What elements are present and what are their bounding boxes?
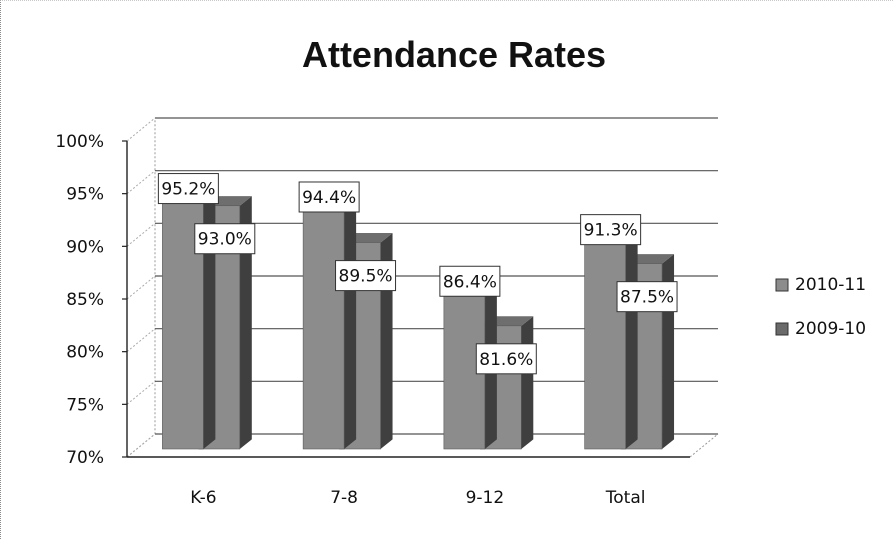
data-label-2010-11-7-8: 94.4% (298, 181, 360, 213)
gridline-diagonal (126, 275, 156, 300)
data-label-box (194, 223, 256, 255)
legend-swatch (775, 278, 789, 292)
data-label: 91.3% (584, 221, 638, 241)
data-label: 87.5% (620, 288, 674, 308)
data-label: 81.6% (479, 350, 533, 370)
bar-side (521, 316, 534, 449)
bar-side (203, 181, 216, 449)
legend-label: 2010-11 (795, 275, 866, 295)
bar-side (239, 196, 252, 449)
bar-side (625, 223, 638, 449)
legend-label: 2009-10 (795, 319, 866, 339)
legend-item-2010-11: 2010-11 (775, 275, 866, 295)
data-label-box (616, 281, 678, 313)
chart-title: Attendance Rates (302, 34, 606, 75)
data-label-box (335, 260, 397, 292)
y-tick-label: 90% (66, 237, 104, 257)
gridline-diagonal (126, 222, 156, 247)
gridline-diagonal (126, 328, 156, 353)
data-label-2009-10-7-8: 89.5% (335, 260, 397, 292)
data-label: 86.4% (443, 272, 497, 292)
x-tick-label: 9-12 (466, 488, 505, 508)
data-label: 95.2% (161, 180, 215, 200)
y-tick-label: 70% (66, 448, 104, 468)
y-tick-label: 75% (66, 395, 104, 415)
back-wall-left-edge (126, 118, 156, 458)
data-label-box (157, 173, 219, 205)
data-label: 93.0% (198, 230, 252, 250)
data-label-2010-11-Total: 91.3% (580, 214, 642, 246)
data-label: 89.5% (339, 267, 393, 287)
data-label-2009-10-Total: 87.5% (616, 281, 678, 313)
bar-front (584, 232, 626, 450)
y-tick-label: 100% (55, 132, 104, 152)
x-tick-label: 7-8 (330, 488, 358, 508)
data-label-2010-11-K-6: 95.2% (157, 173, 219, 205)
data-labels: 93.0% 95.2% 89.5% 94.4% 81.6% 86.4% 87.5% 91.3% (157, 173, 678, 375)
data-label-box (298, 181, 360, 213)
bar-2010-11-K-6 (162, 181, 216, 450)
gridline-diagonal (126, 433, 156, 458)
bar-side (344, 190, 357, 450)
x-tick-label: K-6 (190, 488, 216, 508)
axes: 70% 75% 80% 85% 90% 95% 100% K-6 7-8 9-12 Total (55, 132, 690, 508)
floor-right-edge (689, 433, 719, 458)
legend-item-2009-10: 2009-10 (775, 319, 866, 339)
data-label-box (580, 214, 642, 246)
gridline-diagonal (126, 117, 156, 142)
data-label-2009-10-9-12: 81.6% (475, 343, 537, 375)
legend: 2010-11 2009-10 (775, 275, 866, 339)
data-label-box (439, 265, 501, 297)
data-label-2010-11-9-12: 86.4% (439, 265, 501, 297)
bar-front (302, 199, 345, 450)
data-label-box (475, 343, 537, 375)
gridline-diagonal (126, 380, 156, 405)
data-label-2009-10-K-6: 93.0% (194, 223, 256, 255)
legend-swatch (775, 322, 789, 336)
x-tick-label: Total (605, 488, 646, 508)
y-tick-label: 80% (66, 343, 104, 363)
bars (162, 181, 675, 450)
bar-2010-11-Total (584, 223, 638, 450)
bar-2010-11-7-8 (302, 190, 357, 450)
gridline-diagonal (126, 170, 156, 195)
y-tick-label: 95% (66, 185, 104, 205)
data-label: 94.4% (302, 188, 356, 208)
y-tick-label: 85% (66, 290, 104, 310)
